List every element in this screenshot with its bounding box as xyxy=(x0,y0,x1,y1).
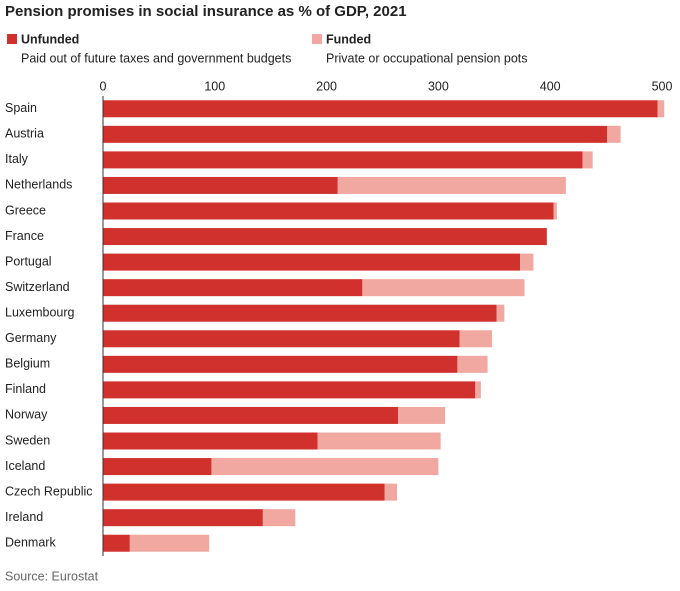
legend-description: Private or occupational pension pots xyxy=(326,51,528,65)
bar-segment xyxy=(398,406,446,424)
bar-segment xyxy=(657,100,665,118)
bar-segment xyxy=(475,381,481,399)
y-tick-label: Czech Republic xyxy=(5,484,93,498)
bar-segment xyxy=(459,330,493,348)
legend-label: Funded xyxy=(326,32,371,46)
y-tick-label: Austria xyxy=(5,127,44,141)
source: Source: Eurostat xyxy=(5,569,99,583)
legend-description: Paid out of future taxes and government … xyxy=(21,51,291,65)
y-tick-label: Spain xyxy=(5,101,37,115)
y-tick-label: Ireland xyxy=(5,510,43,524)
bar-segment xyxy=(103,458,212,476)
y-tick-label: Sweden xyxy=(5,433,50,447)
legend-label: Unfunded xyxy=(21,32,79,46)
y-tick-label: Iceland xyxy=(5,459,45,473)
bar-segment xyxy=(520,253,534,271)
y-tick-label: Switzerland xyxy=(5,280,70,294)
y-tick-label: Denmark xyxy=(5,536,56,550)
bar-segment xyxy=(553,202,557,220)
bar-segment xyxy=(103,304,497,322)
bar-segment xyxy=(384,483,398,501)
bar-segment xyxy=(337,176,566,194)
bar-segment xyxy=(103,330,460,348)
y-tick-label: France xyxy=(5,229,44,243)
y-tick-label: Finland xyxy=(5,382,46,396)
bar-segment xyxy=(211,458,439,476)
x-tick-label: 500 xyxy=(652,79,673,93)
y-tick-label: Italy xyxy=(5,152,29,166)
y-tick-label: Norway xyxy=(5,408,48,422)
bar-segment xyxy=(496,304,505,322)
y-tick-label: Germany xyxy=(5,331,57,345)
bar-segment xyxy=(103,125,608,143)
x-tick-label: 400 xyxy=(540,79,561,93)
bar-segment xyxy=(103,151,583,169)
bar-segment xyxy=(103,253,521,271)
y-tick-label: Greece xyxy=(5,203,46,217)
x-tick-label: 100 xyxy=(204,79,225,93)
x-tick-label: 200 xyxy=(316,79,337,93)
chart-title: Pension promises in social insurance as … xyxy=(5,3,407,20)
bar-segment xyxy=(317,432,441,450)
bar-segment xyxy=(103,381,476,399)
legend-swatch xyxy=(312,34,322,44)
y-tick-label: Luxembourg xyxy=(5,306,75,320)
bar-segment xyxy=(607,125,621,143)
bar-segment xyxy=(103,406,399,424)
bar-segment xyxy=(457,355,488,373)
bar-segment xyxy=(103,355,458,373)
legend-swatch xyxy=(7,34,17,44)
bar-segment xyxy=(103,534,130,552)
bar-segment xyxy=(129,534,210,552)
bar-segment xyxy=(582,151,593,169)
bar-segment xyxy=(103,228,547,246)
x-tick-label: 0 xyxy=(100,79,107,93)
bar-segment xyxy=(103,279,363,297)
bar-segment xyxy=(103,202,554,220)
bar-segment xyxy=(103,100,658,118)
y-tick-label: Portugal xyxy=(5,254,52,268)
bar-segment xyxy=(362,279,525,297)
x-tick-label: 300 xyxy=(428,79,449,93)
bar-segment xyxy=(103,432,318,450)
bar-segment xyxy=(262,509,296,527)
bar-segment xyxy=(103,509,263,527)
y-tick-label: Belgium xyxy=(5,357,50,371)
bar-segment xyxy=(103,483,385,501)
bar-segment xyxy=(103,176,338,194)
y-tick-label: Netherlands xyxy=(5,178,72,192)
